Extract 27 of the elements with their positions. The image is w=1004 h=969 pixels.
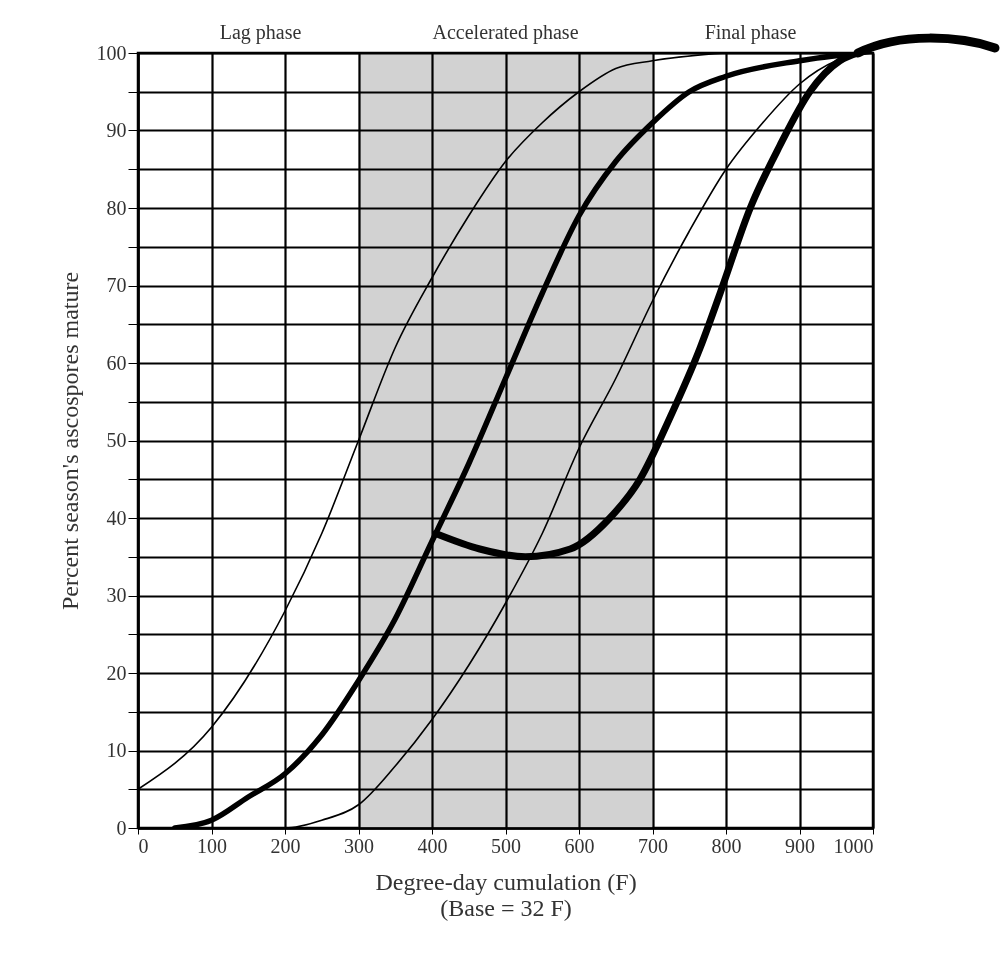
x-axis-title: Degree-day cumulation (F) (Base = 32 F) [375, 868, 637, 921]
y-tick-label: 10 [106, 739, 127, 761]
text: Accelerated phase [432, 21, 579, 44]
y-axis-title: Percent season's ascospores mature [56, 271, 83, 611]
y-tick-label: 70 [106, 274, 127, 296]
x-tick-label: 300 [344, 834, 374, 857]
x-tick-label: 1000 [833, 834, 874, 857]
x-tick-label: 100 [197, 834, 227, 857]
x-tick-label: 900 [785, 834, 815, 857]
x-tick-label: 500 [491, 834, 521, 857]
x-tick-label: 400 [417, 834, 448, 857]
y-tick-label: 0 [116, 816, 127, 839]
y-tick-label: 20 [106, 661, 127, 684]
x-tick-label: 700 [638, 834, 668, 857]
y-tick-label: 100 [96, 41, 127, 64]
x-tick-label: 200 [270, 834, 301, 857]
x-tick-label: 600 [564, 834, 595, 857]
x-tick-label: 800 [711, 834, 742, 857]
y-tick-label: 80 [106, 196, 127, 219]
text: Final phase [704, 21, 797, 44]
y-tick-label: 40 [106, 506, 127, 529]
y-tick-label: 90 [106, 119, 127, 141]
text: Lag phase [219, 21, 302, 44]
y-tick-label: 60 [106, 351, 127, 374]
y-tick-label: 30 [106, 584, 127, 606]
x-tick-label: 0 [138, 834, 149, 857]
y-tick-label: 50 [106, 429, 127, 451]
